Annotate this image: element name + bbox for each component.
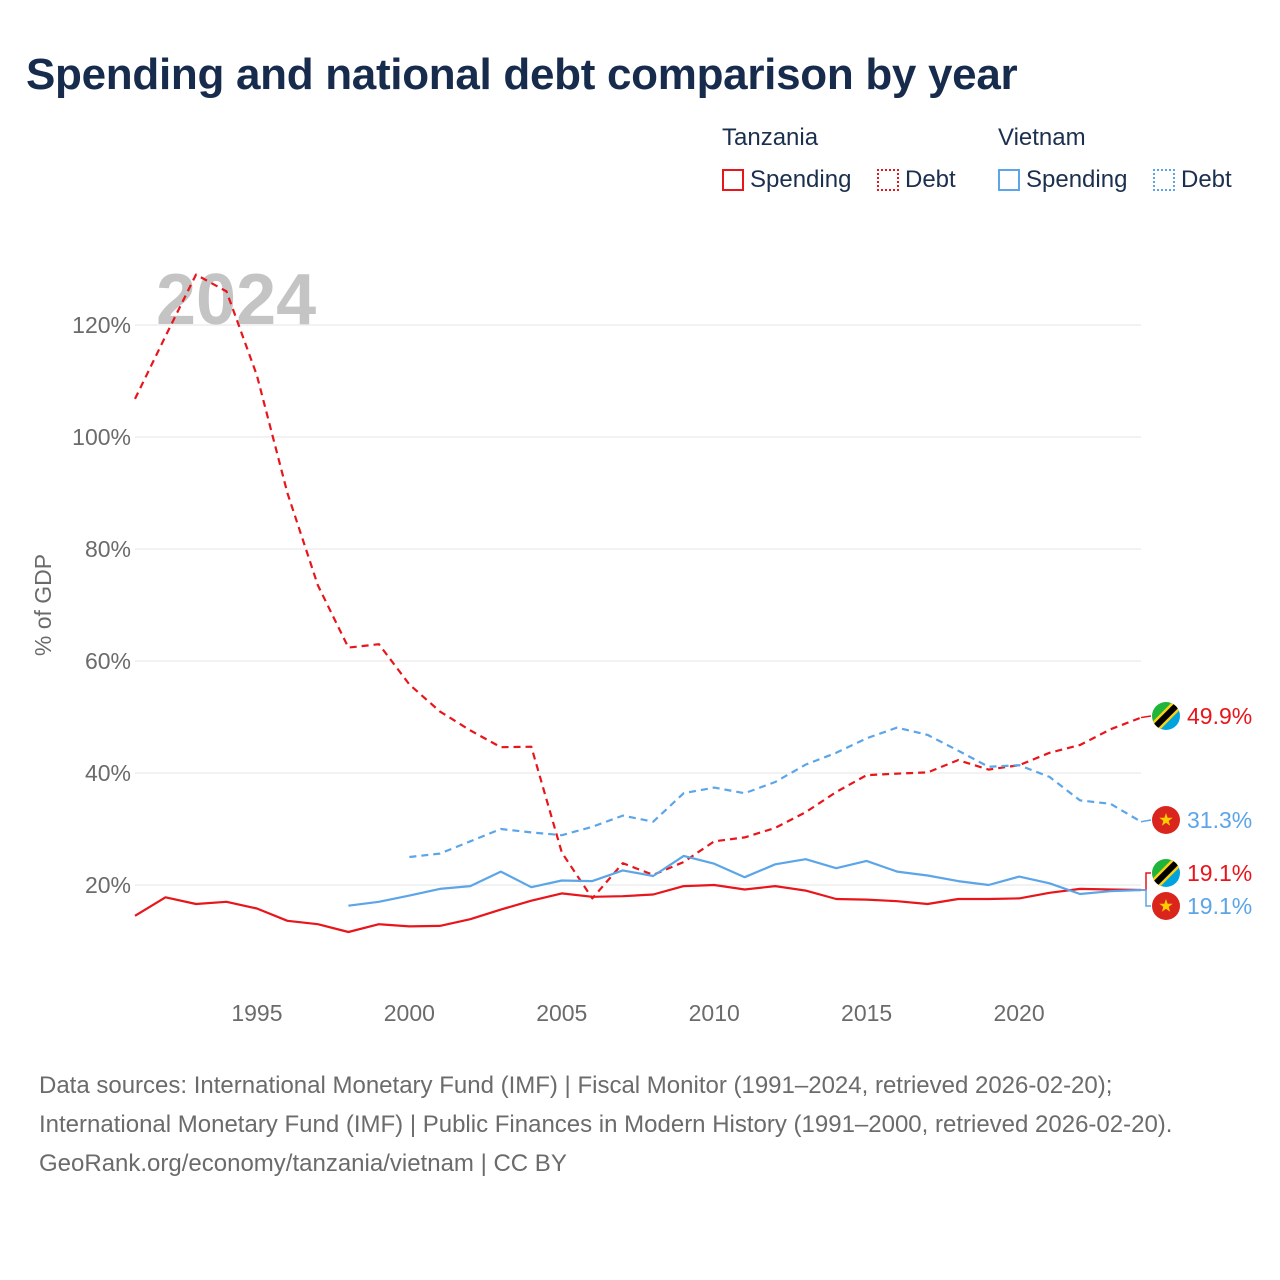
label-connector: [1141, 889, 1151, 907]
end-label-group: 49.9%: [1140, 702, 1252, 730]
legend-item-tanzania-spending[interactable]: Spending: [722, 166, 851, 194]
x-tick-label: 2010: [689, 1000, 740, 1026]
legend-swatch-solid: [998, 169, 1020, 191]
legend-swatch-solid: [722, 169, 744, 191]
credit-line: GeoRank.org/economy/tanzania/vietnam | C…: [39, 1150, 567, 1177]
series: [134, 273, 1142, 934]
series-line-vietnam-debt[interactable]: [409, 726, 1142, 859]
data-sources: Data sources: International Monetary Fun…: [39, 1072, 1173, 1138]
end-value-label: 19.1%: [1187, 893, 1252, 919]
legend-label: Spending: [1026, 166, 1128, 193]
y-tick-label: 60%: [85, 648, 131, 674]
end-label-group: 19.1%: [1141, 889, 1252, 920]
x-tick-label: 2015: [841, 1000, 892, 1026]
tanzania-flag-icon: [1152, 859, 1180, 887]
chart-title: Spending and national debt comparison by…: [26, 50, 1018, 99]
end-labels: 19.1% 49.9% 19.1% 31.3%: [1140, 702, 1252, 920]
legend-swatch-dotted: [877, 169, 899, 191]
legend-label: Debt: [1181, 166, 1232, 193]
legend-item-tanzania-debt[interactable]: Debt: [877, 166, 956, 194]
vietnam-flag-icon: [1152, 892, 1180, 920]
legend-group-vietnam: Vietnam: [998, 124, 1086, 151]
label-connector: [1140, 715, 1152, 719]
x-axis: 1995 2000 2005 2010 2015 2020: [231, 1000, 1044, 1026]
y-tick-label: 120%: [72, 312, 131, 338]
y-axis: 20% 40% 60% 80% 100% 120%: [72, 312, 131, 898]
y-axis-label: % of GDP: [30, 554, 56, 656]
y-tick-label: 100%: [72, 424, 131, 450]
end-label-group: 31.3%: [1140, 806, 1252, 834]
x-tick-label: 2005: [536, 1000, 587, 1026]
label-connector: [1140, 819, 1152, 823]
x-tick-label: 2020: [993, 1000, 1044, 1026]
y-tick-label: 80%: [85, 536, 131, 562]
legend-item-vietnam-spending[interactable]: Spending: [998, 166, 1127, 194]
legend-label: Spending: [750, 166, 852, 193]
end-value-label: 31.3%: [1187, 807, 1252, 833]
series-line-tanzania-spending[interactable]: [134, 883, 1142, 934]
y-tick-label: 40%: [85, 760, 131, 786]
tanzania-flag-icon: [1152, 702, 1180, 730]
footer: Data sources: International Monetary Fun…: [39, 1066, 1249, 1183]
x-tick-label: 1995: [231, 1000, 282, 1026]
vietnam-flag-icon: [1152, 806, 1180, 834]
legend-group-tanzania: Tanzania: [722, 124, 819, 151]
end-label-group: 19.1%: [1141, 859, 1252, 891]
end-value-label: 49.9%: [1187, 703, 1252, 729]
grid: [135, 324, 1141, 886]
series-line-tanzania-debt[interactable]: [134, 273, 1142, 900]
end-value-label: 19.1%: [1187, 860, 1252, 886]
legend-swatch-dotted: [1153, 169, 1175, 191]
legend-label: Debt: [905, 166, 956, 193]
series-line-vietnam-spending[interactable]: [348, 854, 1142, 907]
legend-item-vietnam-debt[interactable]: Debt: [1153, 166, 1232, 194]
x-tick-label: 2000: [384, 1000, 435, 1026]
year-watermark: 2024: [156, 260, 316, 340]
label-connector: [1141, 872, 1151, 891]
y-tick-label: 20%: [85, 872, 131, 898]
